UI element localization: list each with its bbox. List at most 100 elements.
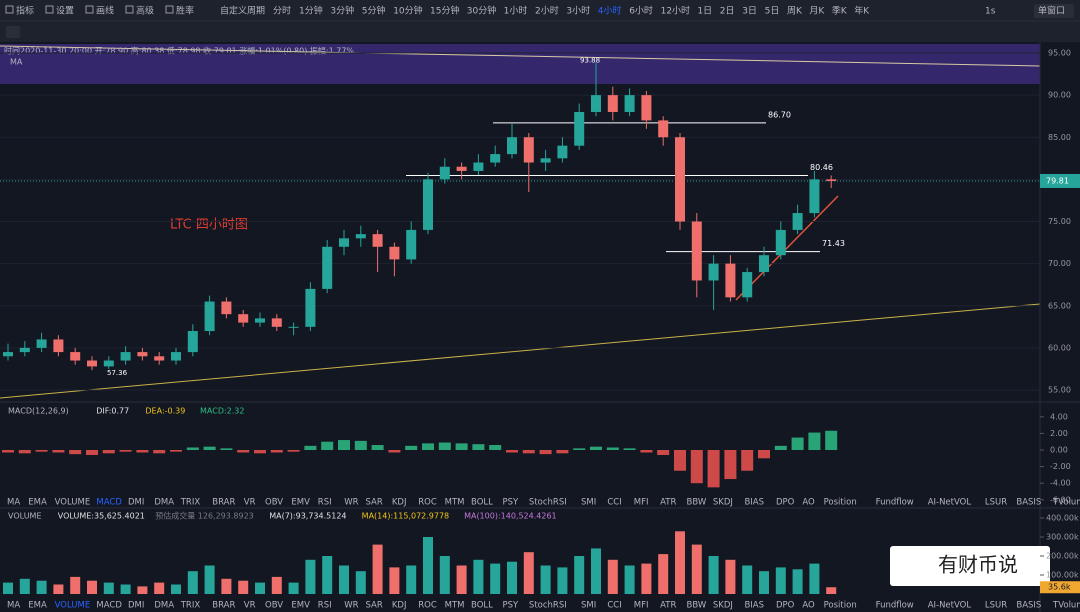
indicator-tab[interactable]: BASIS <box>1016 498 1041 508</box>
period-button[interactable]: 2日 <box>720 6 735 17</box>
indicator-tab[interactable]: ATR <box>660 601 676 611</box>
indicator-tab[interactable]: AO <box>802 601 815 611</box>
indicator-tab[interactable]: ROC <box>418 601 437 611</box>
indicator-tab[interactable]: MACD <box>96 498 122 508</box>
period-button[interactable]: 年K <box>854 5 870 17</box>
indicator-tab[interactable]: LSUR <box>985 601 1007 611</box>
toolbar-button[interactable]: 高级 <box>136 5 154 17</box>
period-button[interactable]: 2小时 <box>535 5 559 17</box>
indicator-tab[interactable]: OBV <box>265 498 283 508</box>
indicator-tab[interactable]: ROC <box>418 498 437 508</box>
indicator-tab[interactable]: SMI <box>581 498 596 508</box>
indicator-tab[interactable]: BRAR <box>212 601 235 611</box>
indicator-tab[interactable]: BBW <box>687 498 707 508</box>
indicator-tab[interactable]: AI-NetVOL <box>928 498 972 508</box>
indicator-tab[interactable]: SAR <box>365 498 382 508</box>
indicator-tab[interactable]: BRAR <box>212 498 235 508</box>
toolbar-button[interactable]: 指标 <box>16 5 34 17</box>
indicator-tab[interactable]: AO <box>802 498 815 508</box>
indicator-tab[interactable]: PSY <box>503 498 520 508</box>
indicator-tab[interactable]: DMA <box>154 601 174 611</box>
indicator-tab[interactable]: CCI <box>607 601 621 611</box>
indicator-tab[interactable]: DMA <box>154 498 174 508</box>
period-button[interactable]: 4小时 <box>598 5 622 17</box>
toolbar-button[interactable]: 画线 <box>96 5 114 17</box>
period-button[interactable]: 3日 <box>742 6 757 17</box>
indicator-tab[interactable]: DPO <box>776 498 795 508</box>
indicator-tab[interactable]: SMI <box>581 601 596 611</box>
indicator-tab[interactable]: KDJ <box>392 601 407 611</box>
period-button[interactable]: 15分钟 <box>430 5 459 17</box>
toolbar-button[interactable]: 胜率 <box>176 5 194 17</box>
indicator-tab[interactable]: BOLL <box>471 601 493 611</box>
drawing-tool[interactable] <box>6 26 20 38</box>
indicator-tab[interactable]: MTM <box>445 498 465 508</box>
period-button[interactable]: 月K <box>809 6 825 17</box>
indicator-tab[interactable]: StochRSI <box>529 601 567 611</box>
indicator-tab[interactable]: VOLUME <box>55 498 91 508</box>
indicator-tab[interactable]: WR <box>344 601 358 611</box>
indicator-tab[interactable]: SKDJ <box>713 601 733 611</box>
indicator-tab[interactable]: BASIS <box>1016 601 1041 611</box>
indicator-tab[interactable]: CCI <box>607 498 621 508</box>
interval-toggle[interactable]: 1s <box>985 7 996 17</box>
indicator-tab[interactable]: BIAS <box>744 498 764 508</box>
indicator-tab[interactable]: SAR <box>365 601 382 611</box>
indicator-tab[interactable]: EMA <box>28 498 47 508</box>
indicator-tab[interactable]: MFI <box>634 601 649 611</box>
indicator-tab[interactable]: TRIX <box>180 498 201 508</box>
indicator-tab[interactable]: BBW <box>687 601 707 611</box>
period-button[interactable]: 30分钟 <box>467 5 496 17</box>
indicator-tab[interactable]: SKDJ <box>713 498 733 508</box>
indicator-tab[interactable]: DMI <box>128 498 144 508</box>
indicator-tab[interactable]: Position <box>824 601 857 611</box>
indicator-tab[interactable]: EMA <box>28 601 47 611</box>
indicator-tab[interactable]: MA <box>7 601 20 611</box>
period-button[interactable]: 6小时 <box>629 5 653 17</box>
indicator-tab[interactable]: ATR <box>660 498 676 508</box>
indicator-tab[interactable]: BOLL <box>471 498 493 508</box>
indicator-tab[interactable]: VR <box>244 601 256 611</box>
indicator-tab[interactable]: EMV <box>291 601 310 611</box>
period-button[interactable]: 5日 <box>765 6 780 17</box>
period-button[interactable]: 1日 <box>697 6 712 17</box>
indicator-tab[interactable]: Fundflow <box>876 601 914 611</box>
period-button[interactable]: 3分钟 <box>330 5 354 17</box>
indicator-tab[interactable]: MTM <box>445 601 465 611</box>
period-button[interactable]: 12小时 <box>661 5 690 17</box>
indicator-tab[interactable]: DMI <box>128 601 144 611</box>
indicator-tab[interactable]: RSI <box>318 601 332 611</box>
indicator-tab[interactable]: AI-NetVOL <box>928 601 972 611</box>
indicator-tab[interactable]: PSY <box>503 601 520 611</box>
indicator-tab[interactable]: StochRSI <box>529 498 567 508</box>
period-button[interactable]: 3小时 <box>566 5 590 17</box>
indicator-tab[interactable]: MA <box>7 498 20 508</box>
indicator-tab[interactable]: WR <box>344 498 358 508</box>
indicator-tab[interactable]: BIAS <box>744 601 764 611</box>
indicator-tab[interactable]: Position <box>824 498 857 508</box>
period-button[interactable]: 自定义周期 <box>220 5 265 17</box>
indicator-tab[interactable]: VR <box>244 498 256 508</box>
indicator-tab[interactable]: MACD <box>96 601 122 611</box>
indicator-tab[interactable]: TVolume <box>1052 498 1080 508</box>
indicator-tab[interactable]: MFI <box>634 498 649 508</box>
period-button[interactable]: 1分钟 <box>299 5 323 17</box>
period-button[interactable]: 季K <box>832 5 848 17</box>
indicator-tab[interactable]: TVolume <box>1052 601 1080 611</box>
period-button[interactable]: 10分钟 <box>393 5 422 17</box>
indicator-tab[interactable]: LSUR <box>985 498 1007 508</box>
indicator-tab[interactable]: VOLUME <box>55 601 91 611</box>
period-button[interactable]: 1小时 <box>504 5 528 17</box>
indicator-tab[interactable]: EMV <box>291 498 310 508</box>
toolbar-button[interactable]: 设置 <box>56 6 74 17</box>
indicator-tab[interactable]: Fundflow <box>876 498 914 508</box>
period-button[interactable]: 周K <box>787 6 803 17</box>
indicator-tab[interactable]: KDJ <box>392 498 407 508</box>
indicator-tab[interactable]: OBV <box>265 601 283 611</box>
indicator-tab[interactable]: DPO <box>776 601 795 611</box>
period-button[interactable]: 分时 <box>273 5 291 17</box>
window-select[interactable]: 单窗口 <box>1038 5 1065 17</box>
indicator-tab[interactable]: TRIX <box>180 601 201 611</box>
indicator-tab[interactable]: RSI <box>318 498 332 508</box>
period-button[interactable]: 5分钟 <box>362 5 386 17</box>
